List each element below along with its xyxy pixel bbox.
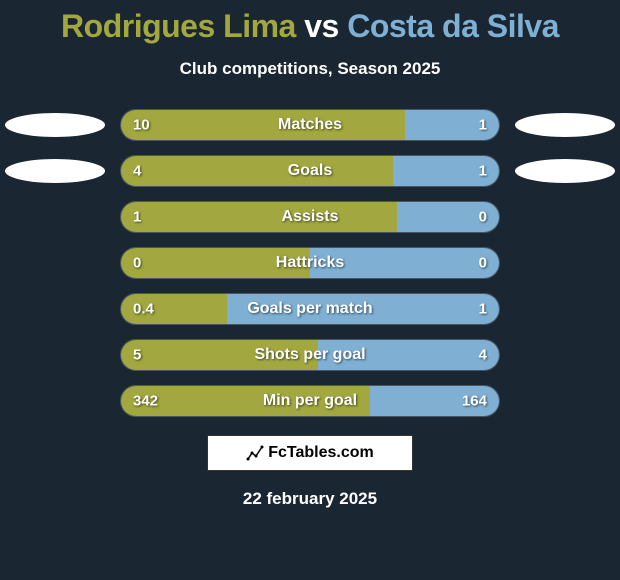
- stat-value-left: 0.4: [133, 301, 154, 318]
- vs-separator: vs: [304, 8, 339, 44]
- comparison-widget: Rodrigues Lima vs Costa da Silva Club co…: [0, 0, 620, 580]
- stat-bar: 0 0 Hattricks: [120, 247, 500, 279]
- stat-value-left: 0: [133, 255, 141, 272]
- stat-row: 10 1 Matches: [5, 109, 615, 141]
- stat-row: 342 164 Min per goal: [5, 385, 615, 417]
- badge-ellipse-icon: [515, 159, 615, 183]
- date-label: 22 february 2025: [0, 489, 620, 509]
- player-a-name: Rodrigues Lima: [61, 8, 296, 44]
- stat-value-left: 342: [133, 393, 158, 410]
- badge-ellipse-icon: [5, 159, 105, 183]
- stat-bar: 0.4 1 Goals per match: [120, 293, 500, 325]
- badge-ellipse-icon: [5, 113, 105, 137]
- team-badge-right: [515, 159, 615, 183]
- page-title: Rodrigues Lima vs Costa da Silva: [0, 8, 620, 45]
- stat-row: 1 0 Assists: [5, 201, 615, 233]
- stat-row: 0.4 1 Goals per match: [5, 293, 615, 325]
- team-badge-left: [5, 159, 105, 183]
- bar-fill-left: [121, 202, 397, 232]
- bar-fill-left: [121, 110, 405, 140]
- bar-fill-left: [121, 156, 393, 186]
- stat-label: Shots per goal: [254, 346, 365, 364]
- stat-bar: 342 164 Min per goal: [120, 385, 500, 417]
- subtitle: Club competitions, Season 2025: [0, 59, 620, 79]
- stat-value-left: 4: [133, 163, 141, 180]
- footer-text: FcTables.com: [268, 444, 374, 462]
- stat-value-right: 164: [462, 393, 487, 410]
- stat-label: Assists: [282, 208, 339, 226]
- stat-row: 5 4 Shots per goal: [5, 339, 615, 371]
- stat-value-right: 0: [479, 209, 487, 226]
- stat-value-left: 5: [133, 347, 141, 364]
- player-b-name: Costa da Silva: [347, 8, 559, 44]
- stat-value-right: 1: [479, 301, 487, 318]
- footer-attribution[interactable]: FcTables.com: [207, 435, 413, 471]
- stat-value-right: 0: [479, 255, 487, 272]
- stat-value-right: 4: [479, 347, 487, 364]
- stat-bar: 5 4 Shots per goal: [120, 339, 500, 371]
- stat-label: Min per goal: [263, 392, 357, 410]
- stat-row: 0 0 Hattricks: [5, 247, 615, 279]
- stat-label: Goals: [288, 162, 332, 180]
- stat-value-right: 1: [479, 117, 487, 134]
- stat-bar: 10 1 Matches: [120, 109, 500, 141]
- stat-value-right: 1: [479, 163, 487, 180]
- stat-value-left: 1: [133, 209, 141, 226]
- team-badge-right: [515, 113, 615, 137]
- stat-bar: 4 1 Goals: [120, 155, 500, 187]
- stat-value-left: 10: [133, 117, 150, 134]
- stats-list: 101Matches41Goals10Assists00Hattricks0.4…: [0, 109, 620, 417]
- team-badge-left: [5, 113, 105, 137]
- stat-bar: 1 0 Assists: [120, 201, 500, 233]
- fctables-icon: [246, 445, 264, 461]
- stat-label: Goals per match: [247, 300, 372, 318]
- stat-row: 4 1 Goals: [5, 155, 615, 187]
- badge-ellipse-icon: [515, 113, 615, 137]
- stat-label: Hattricks: [276, 254, 344, 272]
- stat-label: Matches: [278, 116, 342, 134]
